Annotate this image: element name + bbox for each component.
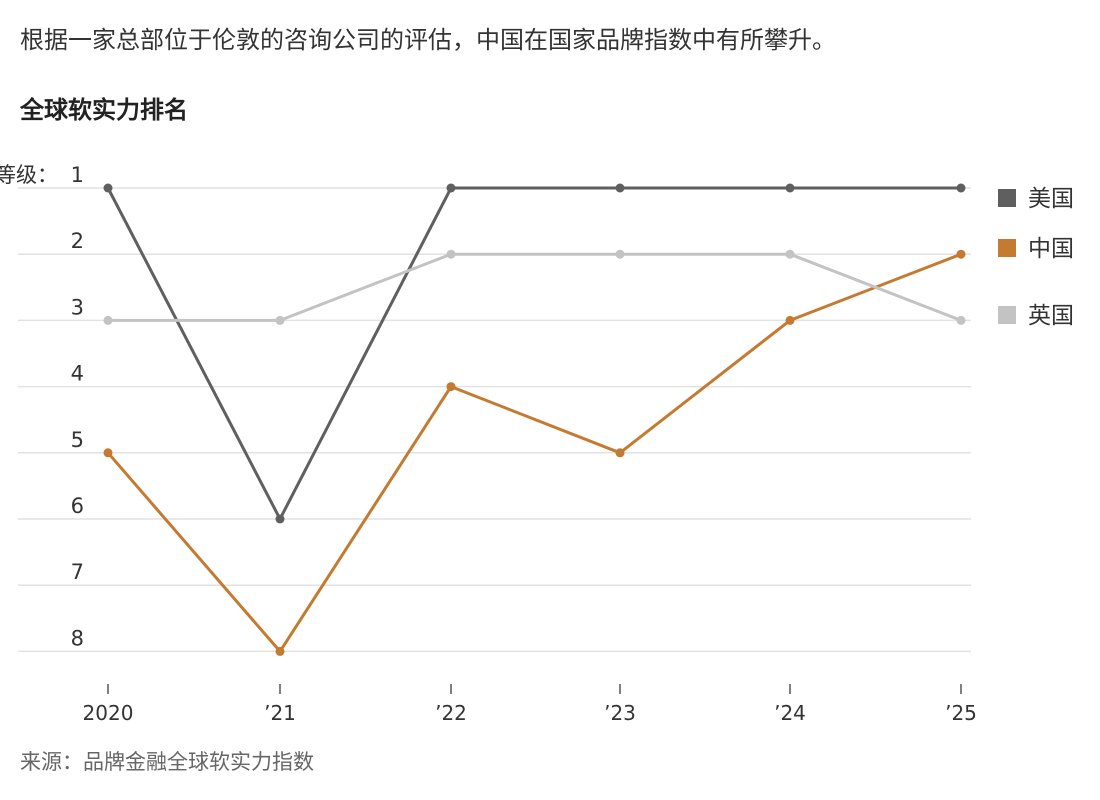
series-lines: [106, 186, 963, 653]
x-axis-labels: 2020 ’21 ’22 ’23 ’24 ’25: [83, 701, 977, 725]
data-point: [446, 249, 456, 259]
x-tick-label: ’25: [945, 701, 977, 725]
x-tick-label: ’21: [264, 701, 296, 725]
series-line: [106, 252, 963, 322]
data-point: [785, 183, 795, 193]
chart-subtitle: 根据一家总部位于伦敦的咨询公司的评估，中国在国家品牌指数中有所攀升。: [20, 26, 836, 54]
y-tick-label: 3: [71, 295, 84, 319]
data-point: [275, 646, 285, 656]
legend-label: 英国: [1028, 303, 1074, 329]
chart-title: 全球软实力排名: [20, 96, 188, 124]
x-tick-label: ’22: [435, 701, 467, 725]
y-axis-labels: 1 2 3 4 5 6 7 8 等级：: [0, 163, 84, 650]
legend-swatch: [998, 306, 1016, 324]
y-axis-label: 等级：: [0, 163, 58, 187]
y-tick-label: 5: [71, 428, 84, 452]
legend-swatch: [998, 239, 1016, 257]
x-axis-ticks: [107, 684, 962, 694]
data-point: [103, 448, 113, 458]
data-point: [275, 514, 285, 524]
data-point: [446, 382, 456, 392]
data-point: [956, 183, 966, 193]
y-tick-label: 4: [71, 362, 84, 386]
data-point: [956, 249, 966, 259]
data-point: [615, 249, 625, 259]
y-tick-label: 7: [71, 560, 84, 584]
gridlines: [18, 187, 971, 653]
source-note: 来源：品牌金融全球软实力指数: [20, 750, 314, 774]
y-tick-label: 8: [71, 626, 84, 650]
legend-swatch: [998, 189, 1016, 207]
data-point: [103, 315, 113, 325]
legend-label: 美国: [1028, 186, 1074, 212]
y-tick-label: 2: [71, 229, 84, 253]
data-point: [103, 183, 113, 193]
x-tick-label: ’23: [604, 701, 636, 725]
series-points: [103, 183, 966, 656]
data-point: [275, 315, 285, 325]
data-point: [956, 315, 966, 325]
x-tick-label: 2020: [83, 701, 134, 725]
series-line: [106, 186, 963, 521]
data-point: [785, 315, 795, 325]
x-tick-label: ’24: [774, 701, 806, 725]
data-point: [785, 249, 795, 259]
y-tick-label: 6: [71, 494, 84, 518]
series-line: [106, 252, 963, 653]
y-tick-label: 1: [71, 163, 84, 187]
data-point: [446, 183, 456, 193]
data-point: [615, 183, 625, 193]
legend-label: 中国: [1028, 236, 1074, 262]
data-point: [615, 448, 625, 458]
